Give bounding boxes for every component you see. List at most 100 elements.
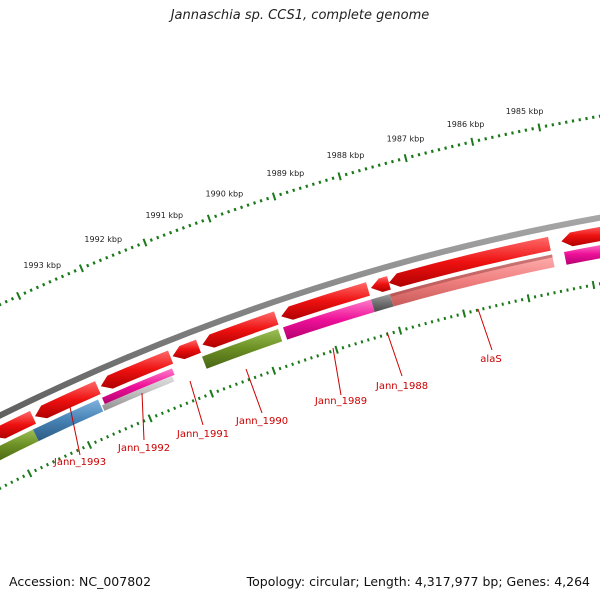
scale-minor-tick bbox=[220, 212, 224, 216]
inner-minor-tick bbox=[482, 307, 485, 311]
scale-minor-tick bbox=[357, 168, 361, 173]
inner-minor-tick bbox=[566, 288, 569, 292]
scale-minor-tick bbox=[98, 258, 102, 263]
label-leader-line bbox=[386, 331, 403, 377]
inner-minor-tick bbox=[63, 454, 67, 458]
cds-band bbox=[390, 254, 555, 307]
scale-minor-tick bbox=[285, 190, 289, 195]
gene-label: Jann_1989 bbox=[314, 396, 367, 407]
inner-minor-tick bbox=[234, 382, 238, 386]
inner-minor-tick bbox=[106, 435, 110, 439]
scale-major-tick bbox=[403, 153, 408, 163]
inner-minor-tick bbox=[160, 411, 164, 416]
inner-minor-tick bbox=[93, 440, 98, 445]
inner-minor-tick bbox=[167, 408, 170, 413]
inner-minor-tick bbox=[284, 364, 288, 369]
inner-minor-tick bbox=[69, 451, 73, 456]
gene-labels: alaS Jann_1988 Jann_1989 Jann_1990 Jann_1991… bbox=[53, 354, 502, 468]
scale-minor-tick bbox=[450, 144, 454, 149]
scale-minor-tick bbox=[149, 238, 153, 242]
scale-label: 1993 kbp bbox=[23, 261, 61, 270]
scale-minor-tick bbox=[201, 219, 205, 223]
scale-minor-tick bbox=[391, 159, 394, 164]
inner-minor-tick bbox=[579, 285, 582, 290]
scale-label: 1991 kbp bbox=[145, 211, 183, 220]
scale-minor-tick bbox=[504, 132, 508, 137]
inner-minor-tick bbox=[309, 356, 313, 360]
scale-minor-tick bbox=[490, 135, 494, 139]
scale-minor-tick bbox=[227, 209, 231, 214]
inner-minor-tick bbox=[39, 465, 44, 470]
scale-minor-tick bbox=[10, 296, 15, 301]
scale-minor-tick bbox=[551, 123, 555, 127]
cds-band bbox=[564, 245, 600, 265]
gene-label: Jann_1993 bbox=[53, 457, 106, 468]
gene-arrow bbox=[388, 236, 551, 287]
inner-minor-tick bbox=[354, 342, 358, 346]
scale-minor-tick bbox=[246, 203, 250, 207]
inner-minor-tick bbox=[173, 406, 177, 411]
label-leader-line bbox=[69, 406, 81, 456]
inner-minor-tick bbox=[216, 389, 220, 394]
gene-arrow bbox=[561, 226, 600, 247]
inner-minor-tick bbox=[494, 303, 498, 308]
label-leader-line bbox=[477, 308, 493, 351]
scale-minor-tick bbox=[188, 223, 192, 228]
scale-minor-tick bbox=[311, 182, 315, 186]
inner-minor-tick bbox=[81, 445, 85, 450]
scale-major-tick bbox=[16, 291, 22, 300]
scale-minor-tick bbox=[266, 196, 270, 201]
inner-minor-tick bbox=[392, 330, 396, 335]
scale-minor-tick bbox=[544, 124, 548, 128]
inner-minor-tick bbox=[100, 437, 104, 442]
scale-minor-tick bbox=[105, 255, 109, 260]
scale-minor-tick bbox=[410, 154, 414, 159]
inner-minor-tick bbox=[316, 354, 320, 358]
scale-major-tick bbox=[142, 238, 148, 247]
cds-band bbox=[283, 299, 375, 340]
inner-minor-tick bbox=[559, 289, 563, 294]
scale-minor-tick bbox=[397, 158, 401, 162]
scale-minor-tick bbox=[233, 207, 237, 212]
inner-minor-tick bbox=[16, 477, 20, 482]
inner-major-tick bbox=[86, 440, 93, 450]
inner-minor-tick bbox=[514, 299, 517, 303]
scale-major-tick bbox=[470, 137, 475, 146]
inner-minor-tick bbox=[437, 318, 440, 322]
scale-minor-tick bbox=[424, 151, 428, 155]
inner-major-tick bbox=[462, 309, 467, 318]
scale-minor-tick bbox=[136, 243, 141, 247]
scale-minor-tick bbox=[73, 269, 77, 273]
cds-band bbox=[102, 375, 175, 411]
inner-minor-tick bbox=[241, 380, 245, 384]
inner-minor-tick bbox=[488, 305, 492, 309]
inner-major-tick bbox=[591, 280, 596, 290]
scale-minor-tick bbox=[92, 261, 96, 265]
scale-minor-tick bbox=[364, 167, 368, 171]
scale-ticks bbox=[0, 114, 600, 307]
inner-minor-tick bbox=[222, 387, 226, 391]
scale-minor-tick bbox=[477, 138, 481, 142]
scale-minor-tick bbox=[377, 163, 381, 167]
scale-label: 1989 kbp bbox=[267, 169, 305, 178]
inner-major-tick bbox=[147, 414, 153, 423]
inner-minor-tick bbox=[75, 448, 79, 453]
inner-minor-tick bbox=[22, 474, 26, 479]
scale-minor-tick bbox=[60, 274, 65, 279]
scale-major-tick bbox=[271, 192, 277, 201]
inner-minor-tick bbox=[4, 483, 8, 488]
inner-minor-tick bbox=[456, 313, 459, 317]
inner-minor-tick bbox=[278, 366, 282, 371]
scale-minor-tick bbox=[292, 188, 296, 193]
scale-major-tick bbox=[337, 172, 342, 181]
inner-minor-tick bbox=[112, 432, 116, 436]
scale-minor-tick bbox=[511, 131, 514, 135]
inner-minor-tick bbox=[10, 480, 14, 485]
inner-minor-tick bbox=[417, 323, 421, 328]
inner-minor-tick bbox=[297, 360, 301, 364]
inner-minor-tick bbox=[443, 316, 447, 321]
scale-minor-tick bbox=[156, 235, 160, 240]
cds-band-edge bbox=[390, 254, 553, 297]
scale-minor-tick bbox=[351, 170, 355, 175]
inner-minor-tick bbox=[430, 320, 434, 324]
